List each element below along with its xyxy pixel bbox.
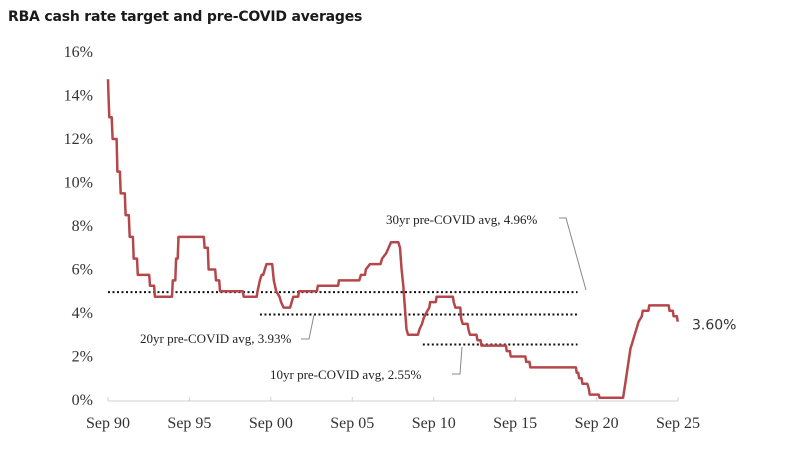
- x-tick-label: Sep 05: [330, 415, 374, 432]
- end-value-label: 3.60%: [692, 318, 736, 334]
- annotation-10yr: 10yr pre-COVID avg, 2.55%: [270, 367, 421, 382]
- x-tick-label: Sep 10: [412, 415, 456, 432]
- annotation-leader: [301, 314, 315, 340]
- annotations: 30yr pre-COVID avg, 4.96% 20yr pre-COVID …: [140, 212, 736, 382]
- y-tick-label: 2%: [72, 349, 93, 366]
- x-tick-label: Sep 00: [249, 415, 293, 432]
- y-tick-label: 10%: [64, 175, 93, 192]
- y-axis-ticks: 0% 2% 4% 6% 8% 10% 12% 14% 16%: [64, 44, 93, 409]
- annotation-leader: [559, 217, 587, 291]
- x-axis: Sep 90 Sep 95 Sep 00 Sep 05 Sep 10 Sep 15 Sep …: [86, 397, 700, 432]
- y-tick-label: 6%: [72, 262, 93, 279]
- y-tick-label: 16%: [64, 44, 93, 61]
- x-tick-label: Sep 25: [656, 415, 700, 432]
- chart-title: RBA cash rate target and pre-COVID avera…: [8, 9, 363, 25]
- y-tick-label: 0%: [72, 392, 93, 409]
- annotation-20yr: 20yr pre-COVID avg, 3.93%: [140, 331, 291, 346]
- x-tick-label: Sep 20: [575, 415, 619, 432]
- annotation-leader: [452, 346, 463, 375]
- annotation-30yr: 30yr pre-COVID avg, 4.96%: [386, 212, 537, 227]
- x-tick-label: Sep 95: [167, 415, 211, 432]
- x-tick-label: Sep 90: [86, 415, 130, 432]
- series-line: [106, 79, 679, 400]
- y-tick-label: 12%: [64, 131, 93, 148]
- y-tick-label: 4%: [72, 305, 93, 322]
- series-group: [106, 79, 679, 400]
- y-tick-label: 14%: [64, 88, 93, 105]
- x-tick-label: Sep 15: [493, 415, 537, 432]
- y-tick-label: 8%: [72, 218, 93, 235]
